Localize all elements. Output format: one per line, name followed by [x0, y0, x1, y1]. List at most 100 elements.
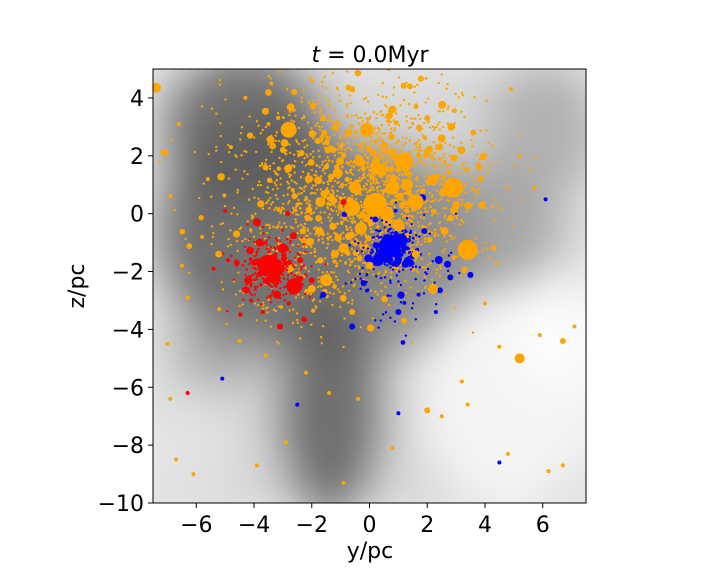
star-point — [365, 117, 369, 120]
star-point — [291, 243, 295, 247]
star-point — [257, 247, 260, 251]
star-point — [428, 232, 432, 235]
star-point — [381, 82, 385, 85]
star-point — [401, 172, 404, 176]
star-point — [304, 212, 307, 215]
star-point — [268, 167, 272, 171]
star-point — [332, 203, 335, 207]
star-point — [345, 232, 353, 241]
star-point — [411, 265, 414, 269]
star-point — [215, 112, 218, 115]
star-point — [405, 251, 409, 254]
star-point — [333, 179, 336, 183]
star-point — [405, 120, 409, 123]
star-point — [470, 203, 474, 206]
star-point — [306, 121, 310, 124]
star-point — [485, 248, 488, 251]
star-point — [296, 318, 299, 322]
star-point — [348, 289, 351, 293]
star-point — [220, 160, 223, 164]
star-point — [269, 297, 272, 300]
star-point — [356, 136, 360, 139]
star-point — [269, 134, 273, 138]
star-point — [353, 159, 356, 163]
star-point — [364, 254, 373, 263]
star-point — [261, 307, 264, 310]
star-point — [371, 186, 374, 189]
star-point — [415, 269, 418, 272]
star-point — [289, 104, 295, 109]
star-point — [297, 192, 300, 196]
star-point — [389, 120, 393, 124]
star-point — [277, 342, 280, 345]
star-point — [403, 209, 406, 212]
star-point — [314, 305, 317, 308]
star-point — [338, 185, 341, 188]
star-point — [436, 212, 440, 215]
star-point — [433, 310, 438, 315]
star-point — [434, 147, 437, 151]
star-point — [391, 231, 395, 234]
star-point — [279, 208, 283, 212]
star-point — [392, 167, 395, 171]
star-point — [416, 149, 420, 152]
star-point — [316, 260, 319, 263]
star-point — [418, 159, 421, 163]
star-point — [348, 258, 351, 261]
star-point — [478, 158, 482, 161]
star-point — [418, 138, 421, 141]
star-point — [281, 158, 285, 162]
star-point — [302, 88, 305, 92]
star-point — [215, 250, 223, 258]
star-point — [385, 105, 388, 108]
star-point — [418, 117, 422, 121]
star-point — [326, 232, 329, 236]
star-point — [422, 292, 426, 295]
star-point — [345, 102, 349, 105]
star-point — [243, 95, 248, 100]
star-point — [327, 99, 330, 102]
star-point — [395, 257, 398, 260]
star-point — [247, 198, 251, 201]
star-point — [243, 149, 246, 153]
star-point — [311, 299, 315, 302]
star-point — [380, 219, 384, 222]
star-point — [338, 211, 341, 214]
star-point — [294, 221, 298, 224]
star-point — [428, 223, 431, 226]
star-point — [546, 469, 551, 474]
star-point — [337, 124, 340, 128]
star-point — [254, 259, 258, 262]
star-point — [488, 255, 491, 259]
star-point — [244, 237, 247, 241]
star-point — [362, 246, 365, 249]
star-point — [287, 182, 290, 185]
star-point — [273, 145, 277, 148]
star-point — [392, 93, 395, 97]
star-point — [428, 163, 432, 167]
star-point — [378, 235, 382, 239]
plot-area — [152, 68, 587, 504]
star-point — [443, 234, 446, 238]
star-point — [440, 197, 443, 201]
star-point — [348, 161, 351, 165]
star-point — [366, 174, 369, 177]
star-point — [234, 154, 237, 157]
star-point — [273, 208, 276, 211]
star-point — [446, 198, 449, 202]
star-point — [268, 294, 271, 298]
star-point — [221, 252, 225, 255]
star-point — [321, 241, 325, 244]
star-point — [302, 243, 306, 246]
star-point — [443, 177, 464, 198]
star-point — [339, 259, 342, 263]
star-point — [300, 117, 304, 120]
star-point — [295, 312, 299, 315]
star-point — [266, 186, 269, 189]
star-point — [275, 131, 279, 134]
star-point — [460, 274, 463, 277]
star-point — [455, 216, 459, 220]
star-point — [437, 157, 442, 162]
star-point — [346, 116, 349, 119]
star-point — [423, 162, 426, 165]
